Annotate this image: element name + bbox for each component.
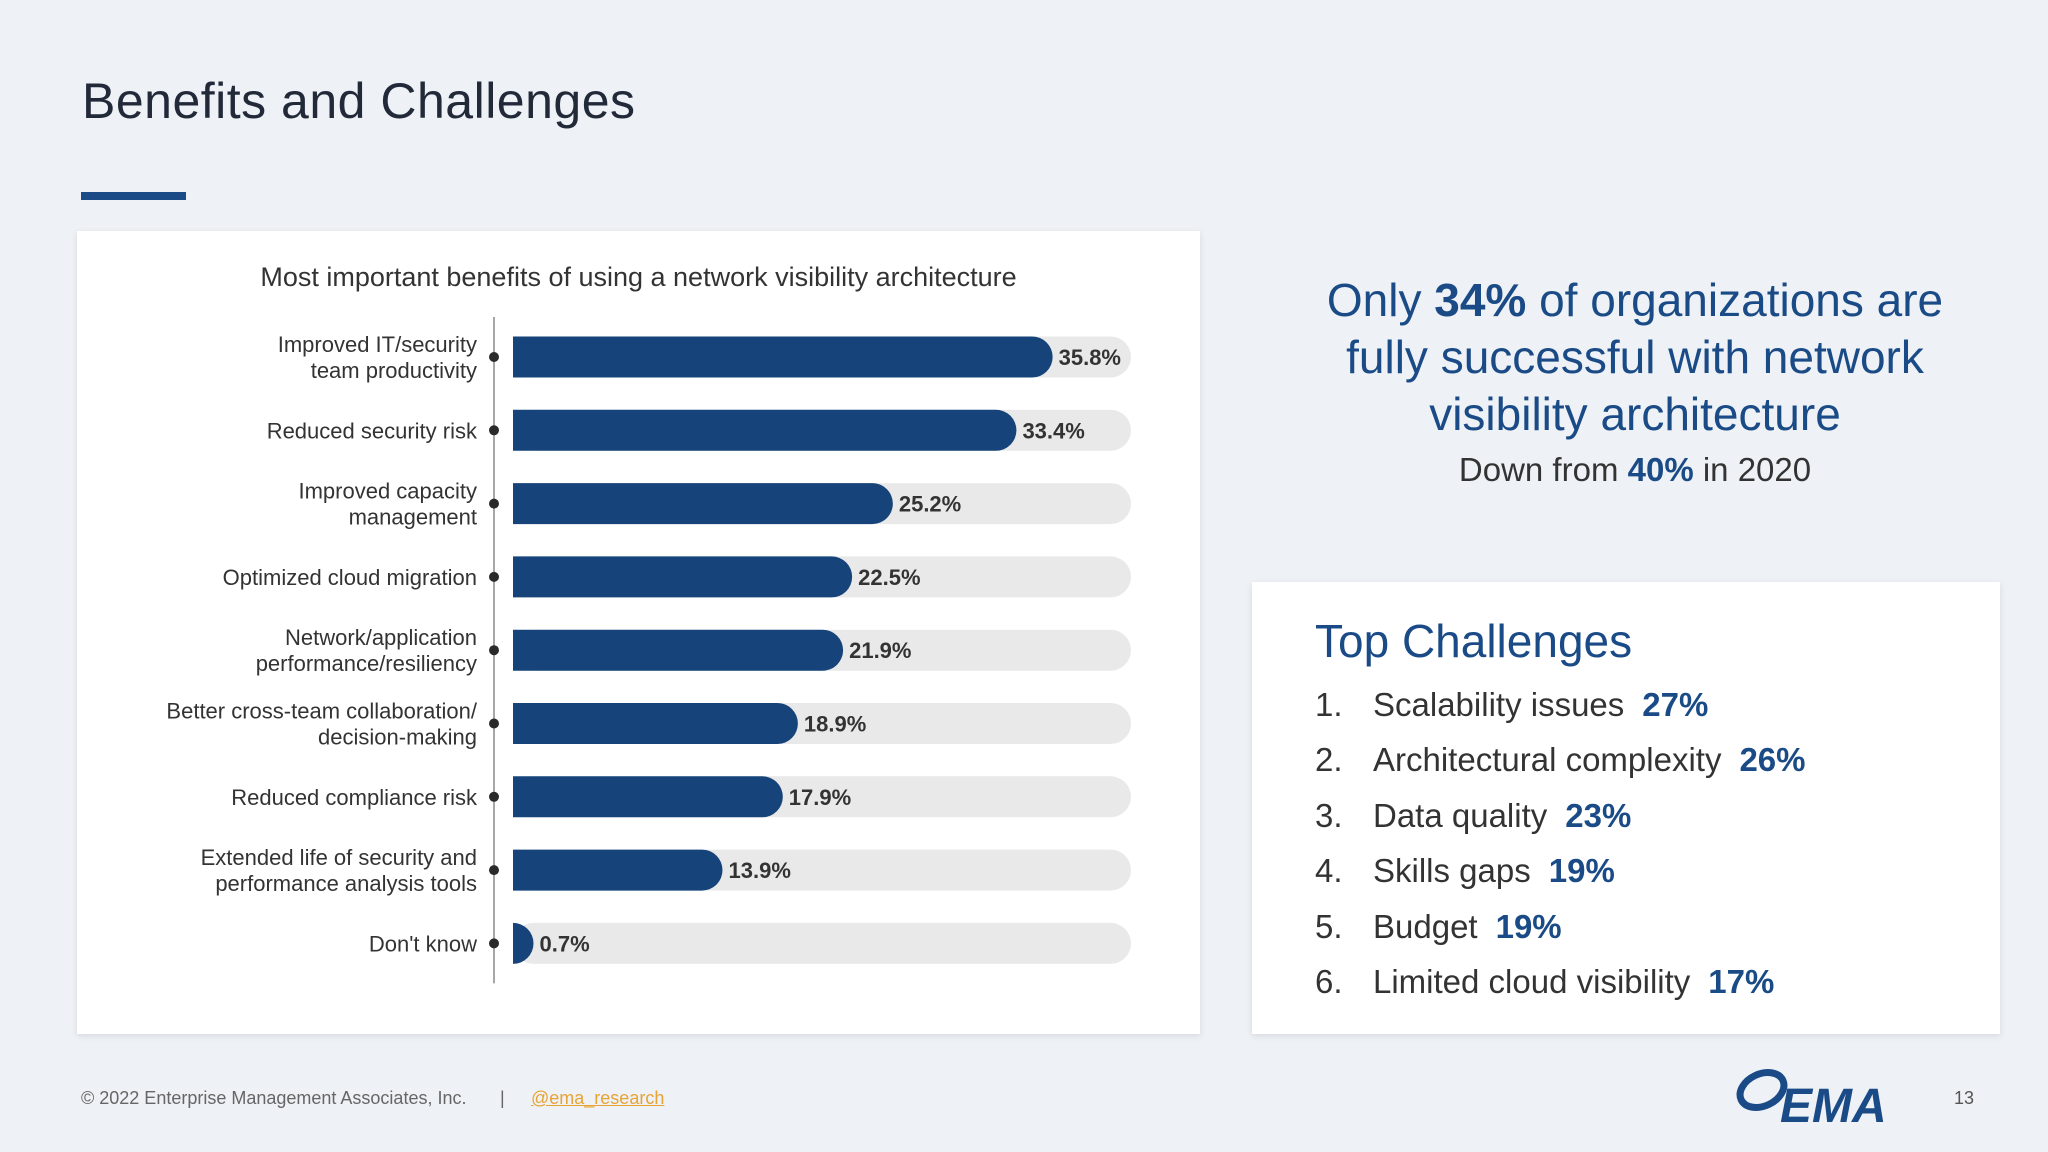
challenge-label: Scalability issues — [1373, 686, 1625, 723]
bar — [513, 409, 1017, 451]
bar-value-label: 13.9% — [729, 858, 791, 883]
ema-logo: EMA — [1736, 1069, 1887, 1128]
bar — [513, 703, 798, 744]
challenge-percent: 19% — [1548, 852, 1615, 890]
stat-block: Only 34% of organizations are fully succ… — [1240, 272, 2030, 489]
axis-tick-dot — [489, 938, 499, 949]
bar-value-label: 0.7% — [540, 931, 590, 956]
svg-text:EMA: EMA — [1780, 1080, 1887, 1128]
stat-line3: visibility architecture — [1429, 388, 1841, 440]
challenge-item: 2. Architectural complexity 26% — [1315, 732, 1806, 787]
challenge-item: 1. Scalability issues 27% — [1315, 677, 1806, 732]
axis-tick-dot — [489, 425, 499, 436]
challenge-number: 4. — [1315, 852, 1343, 890]
stat-headline: Only 34% of organizations are fully succ… — [1240, 272, 2030, 443]
chart-panel: Most important benefits of using a netwo… — [77, 231, 1200, 1034]
category-label: Improved capacity management — [298, 479, 477, 530]
bar-value-label: 22.5% — [858, 565, 920, 590]
axis-tick-dot — [489, 865, 499, 876]
title-underline — [81, 192, 186, 200]
slide-title: Benefits and Challenges — [82, 73, 636, 129]
category-label: Improved IT/security team productivity — [278, 332, 477, 383]
challenge-item: 6. Limited cloud visibility 17% — [1315, 954, 1806, 1009]
bar-value-label: 17.9% — [789, 785, 851, 810]
category-label: Reduced security risk — [267, 418, 478, 443]
category-label: Network/application performance/resilienc… — [256, 625, 477, 676]
category-label: Don't know — [369, 931, 477, 956]
stat-sub-pre: Down from — [1458, 451, 1619, 488]
axis-tick-dot — [489, 645, 499, 656]
challenge-item: 3. Data quality 23% — [1315, 788, 1806, 843]
challenge-percent: 27% — [1642, 686, 1709, 723]
bar — [513, 336, 1053, 378]
challenge-label: Skills gaps — [1373, 852, 1531, 890]
challenge-percent: 17% — [1708, 962, 1775, 1000]
challenge-number: 2. — [1315, 741, 1343, 779]
bar — [513, 849, 723, 891]
bar-track — [513, 922, 1131, 964]
axis-tick-dot — [489, 791, 499, 802]
bar-value-label: 35.8% — [1059, 345, 1121, 370]
bar-value-label: 18.9% — [804, 712, 866, 737]
bar — [513, 483, 893, 525]
category-label: Optimized cloud migration — [223, 565, 477, 590]
stat-subline: Down from 40% in 2020 — [1240, 451, 2030, 489]
challenge-number: 5. — [1315, 907, 1343, 945]
axis-tick-dot — [489, 352, 499, 362]
challenge-percent: 19% — [1495, 907, 1562, 945]
bar — [513, 556, 853, 598]
challenge-item: 4. Skills gaps 19% — [1315, 843, 1806, 898]
axis-tick-dot — [489, 718, 499, 729]
stat-sub-post: in 2020 — [1702, 451, 1812, 488]
benefits-bar-chart: 35.8% Improved IT/security team productivi… — [166, 317, 1131, 984]
challenge-number: 1. — [1315, 686, 1343, 723]
challenge-percent: 26% — [1739, 741, 1806, 779]
bar-value-label: 25.2% — [899, 492, 961, 517]
bar — [513, 776, 783, 818]
category-label: Better cross-team collaboration/decision… — [166, 699, 477, 750]
chart-title: Most important benefits of using a netwo… — [260, 262, 1017, 292]
footer-copyright: © 2022 Enterprise Management Associates,… — [81, 1088, 467, 1108]
stat-sub-highlight: 40% — [1627, 451, 1694, 488]
category-label: Extended life of security and performance… — [201, 845, 477, 896]
challenge-item: 5. Budget 19% — [1315, 899, 1806, 954]
footer-separator: | — [500, 1088, 505, 1108]
challenge-list: 1. Scalability issues 27% 2. Architectural … — [1315, 677, 1806, 1009]
bar-value-label: 21.9% — [849, 638, 911, 663]
footer-twitter-link[interactable]: @ema_research — [531, 1088, 665, 1108]
challenge-number: 3. — [1315, 796, 1343, 834]
challenge-percent: 23% — [1565, 796, 1632, 834]
stat-line1-rest: of organizations are — [1539, 274, 1944, 326]
stat-line2: fully successful with network — [1346, 331, 1924, 383]
bar-value-label: 33.4% — [1022, 418, 1084, 443]
challenge-label: Architectural complexity — [1373, 741, 1722, 779]
challenge-label: Limited cloud visibility — [1373, 962, 1691, 1000]
bar — [513, 629, 844, 671]
bar — [513, 922, 534, 964]
challenges-panel: Top Challenges 1. Scalability issues 27% 2… — [1252, 582, 2000, 1034]
challenges-title: Top Challenges — [1315, 615, 1633, 667]
challenge-label: Data quality — [1373, 796, 1548, 834]
stat-highlight: 34% — [1434, 274, 1527, 326]
axis-tick-dot — [489, 571, 499, 582]
stat-pre: Only — [1326, 274, 1422, 326]
challenge-number: 6. — [1315, 962, 1343, 1000]
axis-tick-dot — [489, 498, 499, 509]
challenge-label: Budget — [1373, 907, 1478, 945]
page-number: 13 — [1954, 1088, 1975, 1108]
category-label: Reduced compliance risk — [231, 785, 478, 810]
